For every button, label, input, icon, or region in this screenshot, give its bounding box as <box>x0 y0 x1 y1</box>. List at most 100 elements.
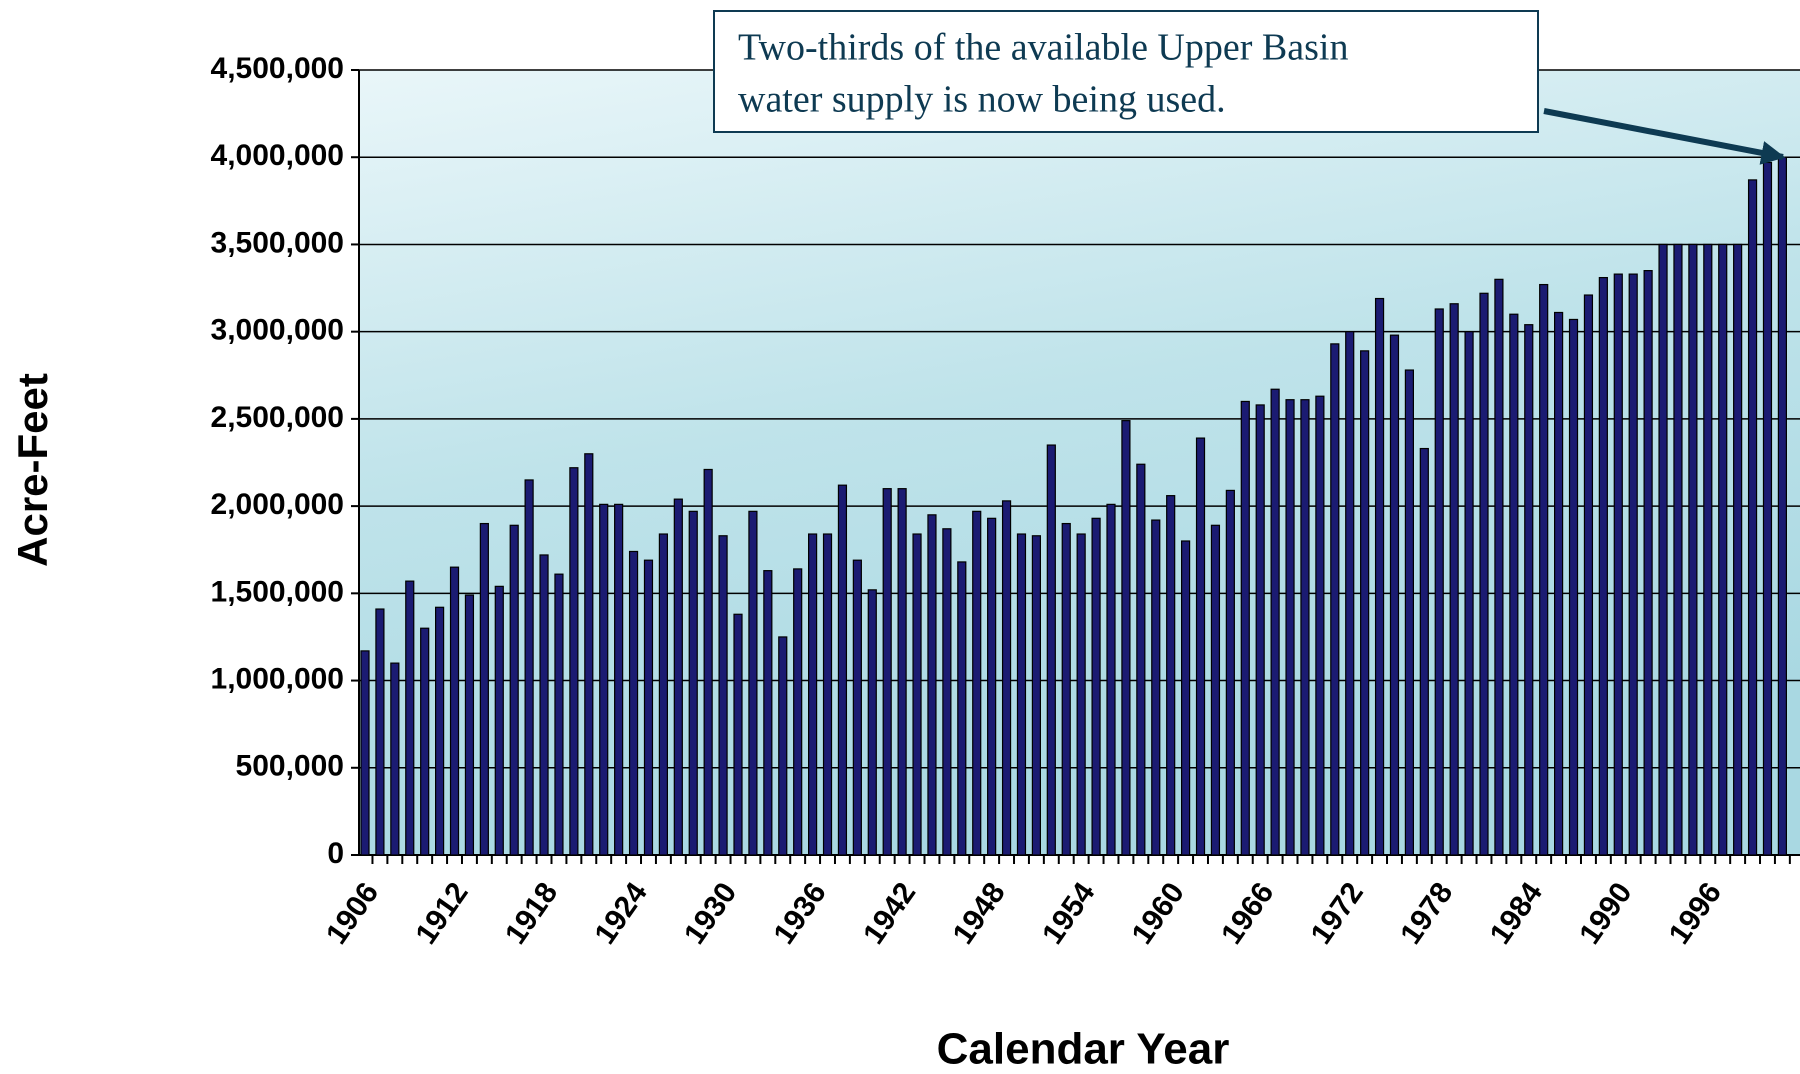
bar <box>1166 495 1176 856</box>
y-tick-label: 2,500,000 <box>211 401 344 434</box>
bar <box>1688 243 1698 856</box>
bar <box>673 498 683 856</box>
y-tick-label: 1,000,000 <box>211 662 344 695</box>
bar <box>882 488 892 856</box>
bar <box>1195 437 1206 856</box>
bar <box>1225 489 1235 856</box>
bar <box>1285 399 1295 856</box>
bar <box>837 484 848 856</box>
bar <box>1703 243 1713 856</box>
bar <box>375 608 385 856</box>
x-tick-label: 1918 <box>499 877 564 951</box>
bar <box>807 533 818 856</box>
bar <box>1091 517 1101 856</box>
bar <box>1568 318 1579 856</box>
bar <box>1345 331 1355 856</box>
bar <box>1598 276 1608 856</box>
bar <box>435 606 445 856</box>
y-tick-label: 2,000,000 <box>211 488 344 521</box>
bar <box>1046 444 1056 856</box>
bar <box>688 510 698 856</box>
y-tick-label: 4,500,000 <box>211 52 344 85</box>
bar <box>405 580 415 856</box>
bar <box>1106 503 1116 856</box>
bar <box>599 503 609 856</box>
bar <box>1673 243 1683 856</box>
bar <box>1210 524 1221 856</box>
bar <box>1419 447 1429 856</box>
x-tick-label: 1906 <box>320 877 385 951</box>
bar <box>524 479 534 856</box>
bar <box>733 613 743 856</box>
x-tick-label: 1924 <box>588 876 653 950</box>
x-tick-label: 1954 <box>1036 876 1101 950</box>
bar <box>1434 308 1444 856</box>
bar <box>1628 273 1638 856</box>
bar <box>1136 463 1146 856</box>
bar <box>1583 294 1594 856</box>
bar <box>1553 311 1564 856</box>
bar <box>1315 395 1325 856</box>
bar <box>1360 350 1370 856</box>
x-tick-label: 1912 <box>409 877 474 951</box>
bar <box>1464 331 1474 856</box>
bar <box>1255 404 1265 856</box>
bar <box>494 585 504 856</box>
bar <box>569 467 579 856</box>
bar <box>852 559 862 856</box>
bar <box>718 535 728 856</box>
bar <box>912 533 922 856</box>
x-tick-label: 1966 <box>1215 877 1280 951</box>
bar <box>1374 297 1385 856</box>
bar <box>703 468 713 856</box>
bar <box>1643 270 1653 856</box>
bar <box>1121 420 1131 856</box>
x-tick-label: 1936 <box>768 877 833 951</box>
bar <box>390 662 400 856</box>
bar <box>927 514 937 856</box>
bar <box>867 589 877 856</box>
bar <box>778 636 788 856</box>
bar <box>1718 243 1728 856</box>
annotation-arrow <box>1543 108 1786 165</box>
bar <box>1509 313 1519 856</box>
bar <box>614 503 624 856</box>
bar <box>584 453 594 856</box>
bar <box>987 517 997 856</box>
bar <box>1061 522 1071 856</box>
bar <box>1747 179 1758 856</box>
bar <box>1539 283 1549 856</box>
y-tick-label: 500,000 <box>236 750 344 783</box>
bar <box>748 510 758 856</box>
bar <box>793 568 803 856</box>
y-tick-label: 0 <box>327 837 344 870</box>
x-tick-label: 1942 <box>857 877 922 951</box>
bar <box>1404 369 1415 856</box>
x-tick-label: 1978 <box>1394 877 1459 951</box>
bar <box>479 522 489 856</box>
bar <box>1479 292 1489 856</box>
bar <box>554 573 564 856</box>
y-tick-label: 3,500,000 <box>211 226 344 259</box>
bar <box>897 488 907 856</box>
bar <box>658 533 669 856</box>
bar <box>420 627 430 856</box>
y-tick-label: 1,500,000 <box>211 575 344 608</box>
bar <box>628 550 639 856</box>
bar <box>1180 540 1191 856</box>
x-tick-label: 1990 <box>1573 877 1638 951</box>
bar <box>1300 399 1310 856</box>
bar <box>643 559 654 856</box>
annotation-box <box>713 10 1539 133</box>
annotation-text: water supply is now being used. <box>738 79 1226 121</box>
bar <box>763 570 773 856</box>
bar <box>1449 303 1459 856</box>
bar <box>1151 519 1161 856</box>
bar <box>1613 273 1623 856</box>
bar <box>1524 324 1534 856</box>
x-axis-title: Calendar Year <box>937 1025 1230 1074</box>
bar <box>1270 388 1280 856</box>
x-tick-label: 1948 <box>947 877 1012 951</box>
